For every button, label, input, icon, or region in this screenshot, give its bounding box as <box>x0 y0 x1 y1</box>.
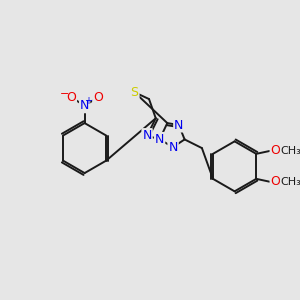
Text: N: N <box>142 129 152 142</box>
Text: O: O <box>66 91 76 103</box>
Text: +: + <box>85 96 92 106</box>
Text: CH₃: CH₃ <box>280 146 300 156</box>
Text: O: O <box>271 175 281 188</box>
Text: −: − <box>60 89 69 99</box>
Text: S: S <box>130 86 139 99</box>
Text: N: N <box>80 99 89 112</box>
Text: N: N <box>168 141 178 154</box>
Text: N: N <box>174 118 184 131</box>
Text: O: O <box>271 145 281 158</box>
Text: N: N <box>155 133 164 146</box>
Text: CH₃: CH₃ <box>280 177 300 187</box>
Text: O: O <box>93 91 103 103</box>
